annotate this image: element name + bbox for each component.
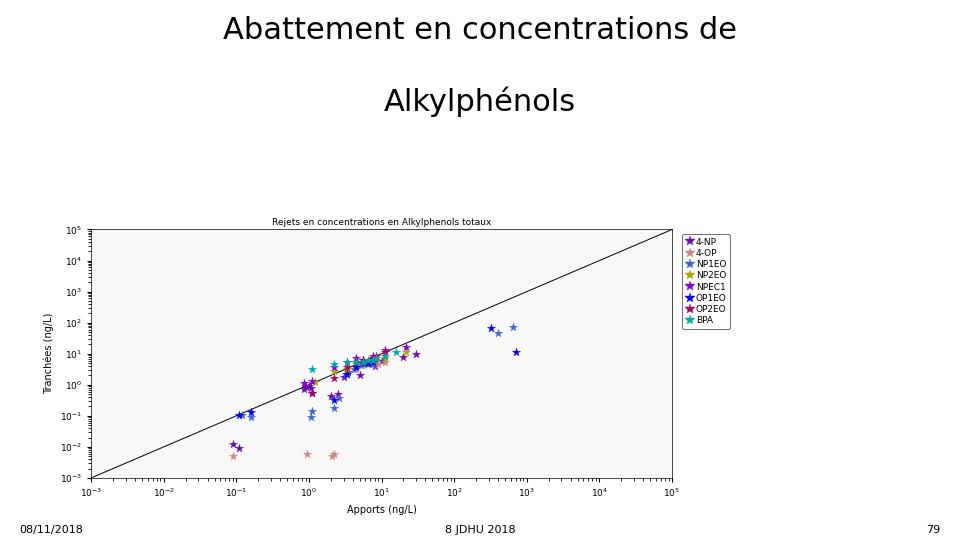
Point <box>365 360 380 369</box>
Point <box>348 360 364 369</box>
Point <box>348 353 364 362</box>
Point <box>347 364 362 373</box>
Point <box>304 388 320 397</box>
Point <box>326 362 342 371</box>
Point <box>348 357 364 366</box>
Point <box>226 452 241 461</box>
Point <box>371 360 386 369</box>
Point <box>244 413 259 422</box>
Point <box>365 355 380 364</box>
Point <box>355 361 371 370</box>
Point <box>341 368 356 377</box>
Point <box>231 444 247 453</box>
Point <box>348 357 364 366</box>
Point <box>389 348 404 357</box>
Point <box>369 355 384 364</box>
Y-axis label: Tranchées (ng/L): Tranchées (ng/L) <box>44 313 55 394</box>
Point <box>396 353 411 361</box>
Point <box>348 364 364 373</box>
Point <box>302 413 318 422</box>
Point <box>336 373 351 381</box>
Point <box>326 367 342 375</box>
Point <box>363 359 378 367</box>
Point <box>398 343 414 352</box>
Point <box>326 360 342 369</box>
Point <box>338 370 353 379</box>
Point <box>365 357 380 366</box>
Point <box>355 355 371 364</box>
Point <box>326 374 342 383</box>
Point <box>353 361 369 370</box>
Point <box>326 403 342 412</box>
Point <box>360 359 375 367</box>
Point <box>491 329 506 338</box>
Point <box>297 379 312 388</box>
Point <box>301 382 317 390</box>
Point <box>304 388 320 397</box>
Point <box>365 357 380 366</box>
Text: Abattement en concentrations de: Abattement en concentrations de <box>223 16 737 45</box>
Point <box>369 352 384 360</box>
Point <box>324 452 340 461</box>
Point <box>377 352 393 360</box>
Point <box>348 362 364 371</box>
Point <box>226 440 241 449</box>
Point <box>304 407 320 416</box>
Text: Alkylphénols: Alkylphénols <box>384 86 576 117</box>
Point <box>300 449 315 458</box>
Point <box>339 370 354 379</box>
Point <box>365 352 380 360</box>
Point <box>374 356 390 365</box>
Point <box>355 357 371 366</box>
Point <box>483 324 498 333</box>
Point <box>302 383 318 392</box>
Point <box>409 349 424 358</box>
Point <box>331 394 347 402</box>
Point <box>360 360 375 369</box>
Point <box>326 449 342 458</box>
Point <box>234 410 250 419</box>
Point <box>369 353 384 362</box>
Point <box>339 362 354 371</box>
Point <box>360 355 375 364</box>
Point <box>509 348 524 357</box>
Legend: 4-NP, 4-OP, NP1EO, NP2EO, NPEC1, OP1EO, OP2EO, BPA: 4-NP, 4-OP, NP1EO, NP2EO, NPEC1, OP1EO, … <box>683 234 731 329</box>
Point <box>367 362 382 370</box>
Point <box>352 371 368 380</box>
Text: 79: 79 <box>926 524 941 535</box>
Point <box>377 353 393 362</box>
Point <box>324 391 339 400</box>
Point <box>360 357 375 366</box>
Point <box>377 346 393 354</box>
X-axis label: Apports (ng/L): Apports (ng/L) <box>347 505 417 515</box>
Point <box>298 383 313 391</box>
Point <box>398 348 414 357</box>
Point <box>297 384 312 393</box>
Point <box>339 357 354 366</box>
Point <box>304 377 320 386</box>
Title: Rejets en concentrations en Alkylphenols totaux: Rejets en concentrations en Alkylphenols… <box>272 218 492 227</box>
Point <box>355 359 371 367</box>
Point <box>355 355 371 364</box>
Point <box>244 408 259 416</box>
Text: 8 JDHU 2018: 8 JDHU 2018 <box>444 524 516 535</box>
Point <box>355 359 371 367</box>
Point <box>339 364 354 373</box>
Point <box>307 378 323 387</box>
Point <box>339 357 354 366</box>
Point <box>326 396 342 404</box>
Point <box>231 410 247 419</box>
Point <box>506 322 521 331</box>
Point <box>377 348 393 357</box>
Point <box>330 390 346 399</box>
Point <box>365 353 380 362</box>
Point <box>377 357 393 366</box>
Text: 08/11/2018: 08/11/2018 <box>19 524 84 535</box>
Point <box>304 364 320 373</box>
